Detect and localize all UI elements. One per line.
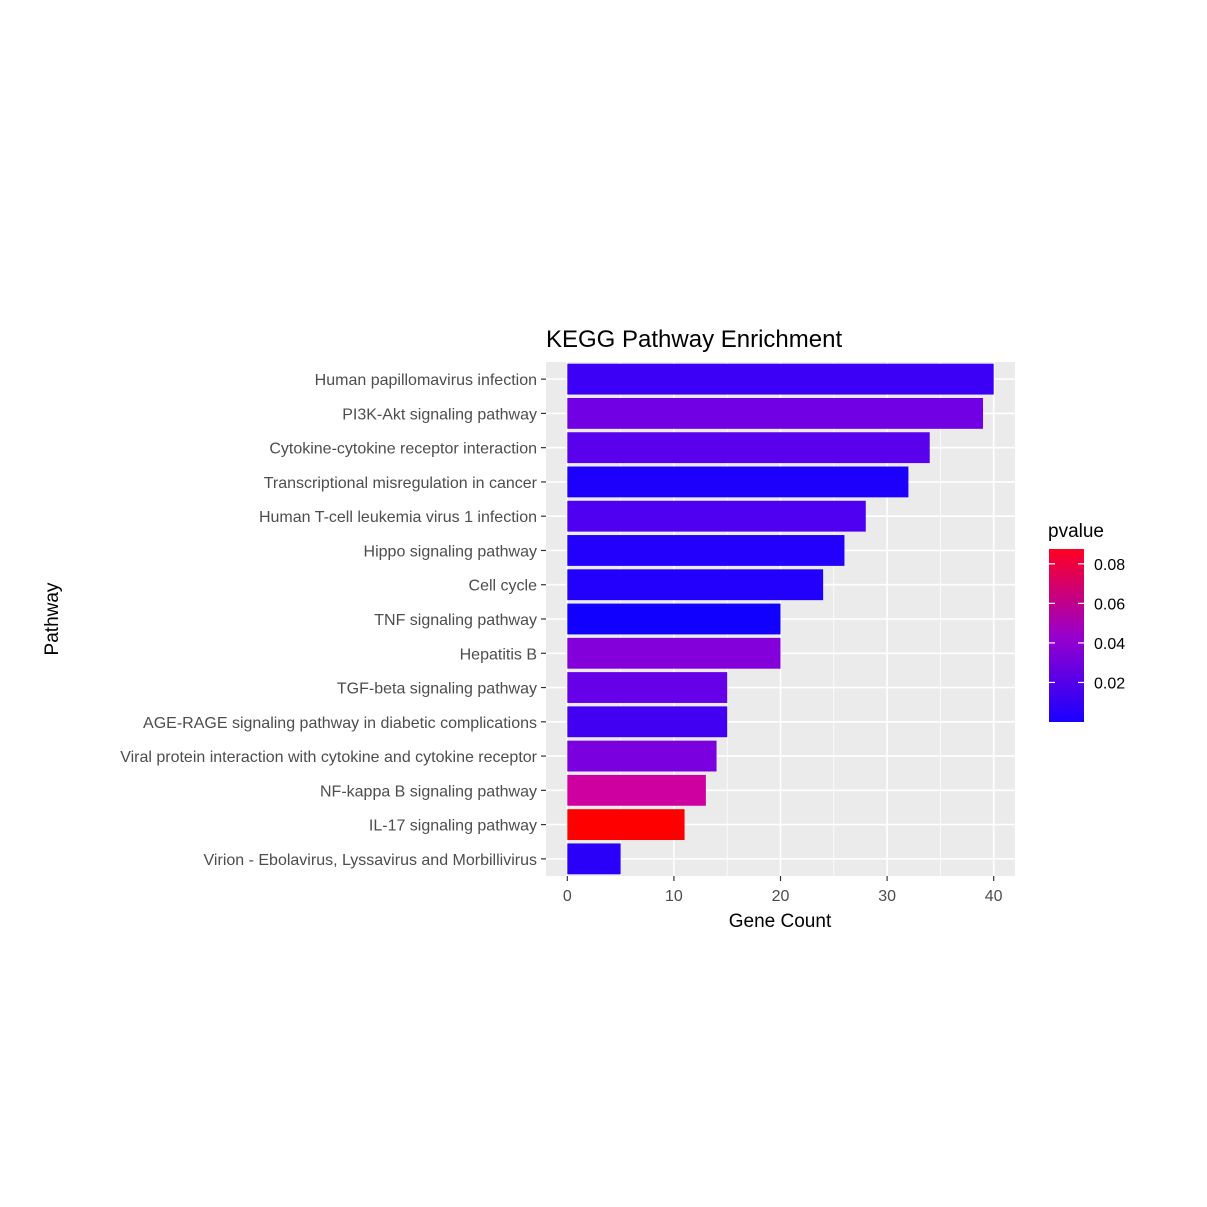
- bar: [567, 363, 994, 395]
- x-tick-label: 20: [772, 888, 790, 905]
- y-axis: Human papillomavirus infection PI3K-Akt s…: [120, 372, 546, 869]
- legend-colorbar: [1049, 549, 1084, 722]
- y-tick-label: IL-17 signaling pathway: [369, 818, 537, 835]
- y-tick-label: TGF-beta signaling pathway: [337, 681, 537, 698]
- bar: [567, 740, 717, 772]
- y-tick-label: Hippo signaling pathway: [364, 543, 537, 560]
- x-tick-label: 40: [985, 888, 1003, 905]
- bar: [567, 774, 706, 806]
- bar: [567, 569, 824, 601]
- bar: [567, 466, 909, 498]
- y-tick-label: NF-kappa B signaling pathway: [320, 783, 537, 800]
- y-tick-label: Cell cycle: [469, 578, 538, 595]
- bar: [567, 432, 930, 464]
- bar: [567, 603, 781, 635]
- x-axis-title: Gene Count: [729, 911, 832, 932]
- bar: [567, 637, 781, 669]
- y-axis-title: Pathway: [42, 582, 63, 655]
- x-tick-label: 10: [665, 888, 683, 905]
- legend-title: pvalue: [1048, 521, 1104, 542]
- bar: [567, 397, 984, 429]
- y-tick-label: TNF signaling pathway: [374, 612, 537, 629]
- y-tick-label: Virion - Ebolavirus, Lyssavirus and Morb…: [204, 852, 537, 869]
- legend-label: 0.08: [1094, 557, 1125, 574]
- x-axis: 0 10 20 30 40: [563, 876, 1003, 905]
- y-tick-label: Transcriptional misregulation in cancer: [264, 475, 538, 492]
- bar: [567, 500, 866, 532]
- legend-label: 0.02: [1094, 675, 1125, 692]
- bar: [567, 535, 845, 566]
- y-tick-label: Hepatitis B: [460, 646, 537, 663]
- y-tick-label: PI3K-Akt signaling pathway: [342, 406, 537, 423]
- chart-title: KEGG Pathway Enrichment: [546, 326, 842, 353]
- legend: pvalue 0.08 0.06 0.04 0.02: [1048, 521, 1125, 722]
- y-tick-label: Human T-cell leukemia virus 1 infection: [259, 509, 537, 526]
- y-tick-label: Cytokine-cytokine receptor interaction: [269, 441, 537, 458]
- bar: [567, 809, 685, 841]
- bar: [567, 843, 621, 875]
- legend-label: 0.04: [1094, 636, 1125, 653]
- bars: [567, 363, 994, 875]
- y-tick-label: Viral protein interaction with cytokine …: [120, 749, 537, 766]
- x-tick-label: 0: [563, 888, 572, 905]
- bar: [567, 672, 728, 703]
- bar: [567, 706, 728, 738]
- y-tick-label: AGE-RAGE signaling pathway in diabetic c…: [143, 715, 537, 732]
- x-tick-label: 30: [878, 888, 896, 905]
- y-tick-label: Human papillomavirus infection: [315, 372, 537, 389]
- legend-label: 0.06: [1094, 596, 1125, 613]
